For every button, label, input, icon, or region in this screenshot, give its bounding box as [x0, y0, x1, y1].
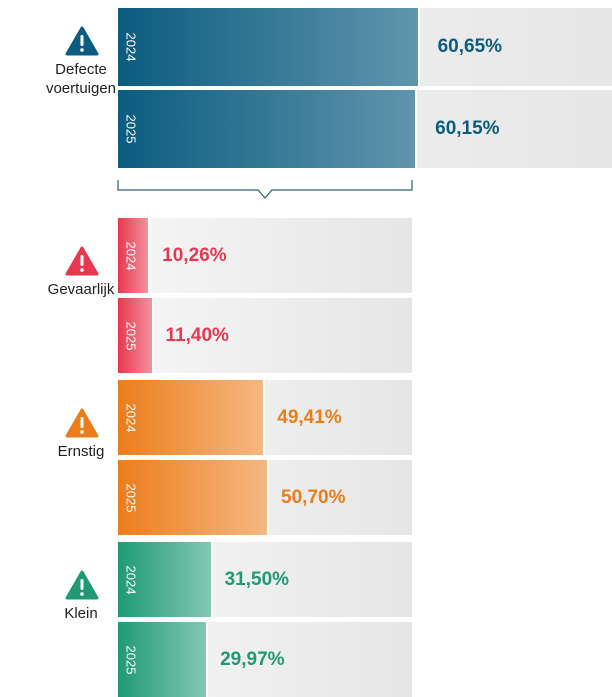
- bar-background: [118, 218, 412, 293]
- series-label: 2025: [123, 645, 139, 674]
- value-label: 11,40%: [165, 324, 229, 346]
- bar: 2025: [118, 460, 270, 535]
- series-label: 2025: [123, 114, 139, 144]
- warning-icon: [65, 26, 99, 56]
- bar: 2025: [118, 90, 418, 168]
- warning-icon: [65, 246, 99, 275]
- series-label: 2025: [123, 483, 139, 512]
- value-label: 60,15%: [435, 118, 500, 139]
- warning-icon: [65, 570, 99, 599]
- bar: 2024: [118, 8, 420, 86]
- value-label: 10,26%: [162, 244, 227, 266]
- series-label: 2024: [123, 565, 139, 594]
- value-label: 49,41%: [277, 406, 342, 428]
- bar: 2025: [118, 298, 154, 373]
- bar: 2025: [118, 622, 209, 697]
- series-label: 2024: [123, 241, 139, 270]
- value-label: 50,70%: [281, 486, 346, 508]
- series-label: 2025: [123, 321, 139, 350]
- bar: 2024: [118, 218, 151, 293]
- category-label: Gevaarlijk: [47, 280, 115, 298]
- series-label: 2024: [123, 403, 139, 432]
- value-label: 31,50%: [224, 568, 290, 590]
- value-label: 29,97%: [220, 648, 285, 670]
- bar-background: [118, 298, 412, 373]
- bar: 2024: [118, 380, 266, 455]
- category-label: Defecte voertuigen: [45, 61, 117, 97]
- bar: 2024: [118, 542, 213, 617]
- category-label: Ernstig: [57, 442, 105, 460]
- series-label: 2024: [123, 32, 139, 62]
- warning-icon: [65, 408, 99, 437]
- zoom-bracket: [117, 180, 413, 199]
- category-label: Klein: [64, 604, 98, 622]
- value-label: 60,65%: [437, 36, 503, 57]
